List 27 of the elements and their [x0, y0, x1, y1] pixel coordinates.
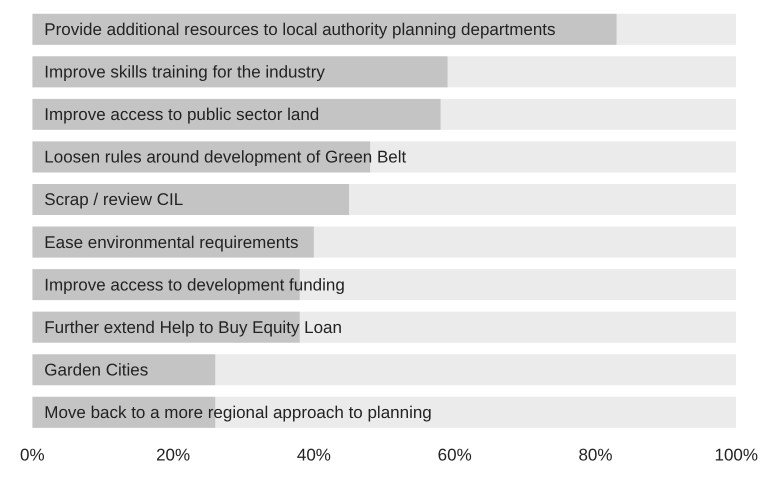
bar [448, 56, 736, 88]
bar [215, 354, 736, 386]
bar [616, 14, 736, 45]
y-tick-label: Loosen rules around development of Green Belt [44, 148, 407, 167]
x-tick-label: 20% [156, 445, 190, 464]
y-tick-label: Provide additional resources to local authority planning departments [44, 20, 556, 39]
bar [349, 184, 736, 216]
bar [32, 354, 216, 386]
x-tick-label: 0% [20, 445, 45, 464]
bar [440, 98, 736, 130]
y-tick-label: Improve skills training for the industry [44, 62, 326, 82]
x-tick-label: 80% [578, 445, 612, 464]
y-tick-label: Move back to a more regional approach to planning [44, 403, 432, 422]
y-tick-label: Scrap / review CIL [44, 190, 184, 210]
bar [300, 312, 736, 343]
y-tick-label: Garden Cities [44, 360, 148, 380]
y-tick-label: Further extend Help to Buy Equity Loan [44, 318, 342, 337]
x-tick-label: 60% [438, 445, 472, 464]
y-tick-label: Improve access to public sector land [44, 105, 320, 124]
x-tick-label: 100% [714, 445, 758, 464]
y-tick-label: Ease environmental requirements [44, 232, 298, 252]
y-tick-label: Improve access to development funding [44, 275, 345, 294]
bar [370, 141, 736, 172]
bar [32, 98, 441, 130]
bar [32, 184, 350, 216]
bar [314, 226, 736, 258]
x-tick-label: 40% [296, 445, 331, 464]
